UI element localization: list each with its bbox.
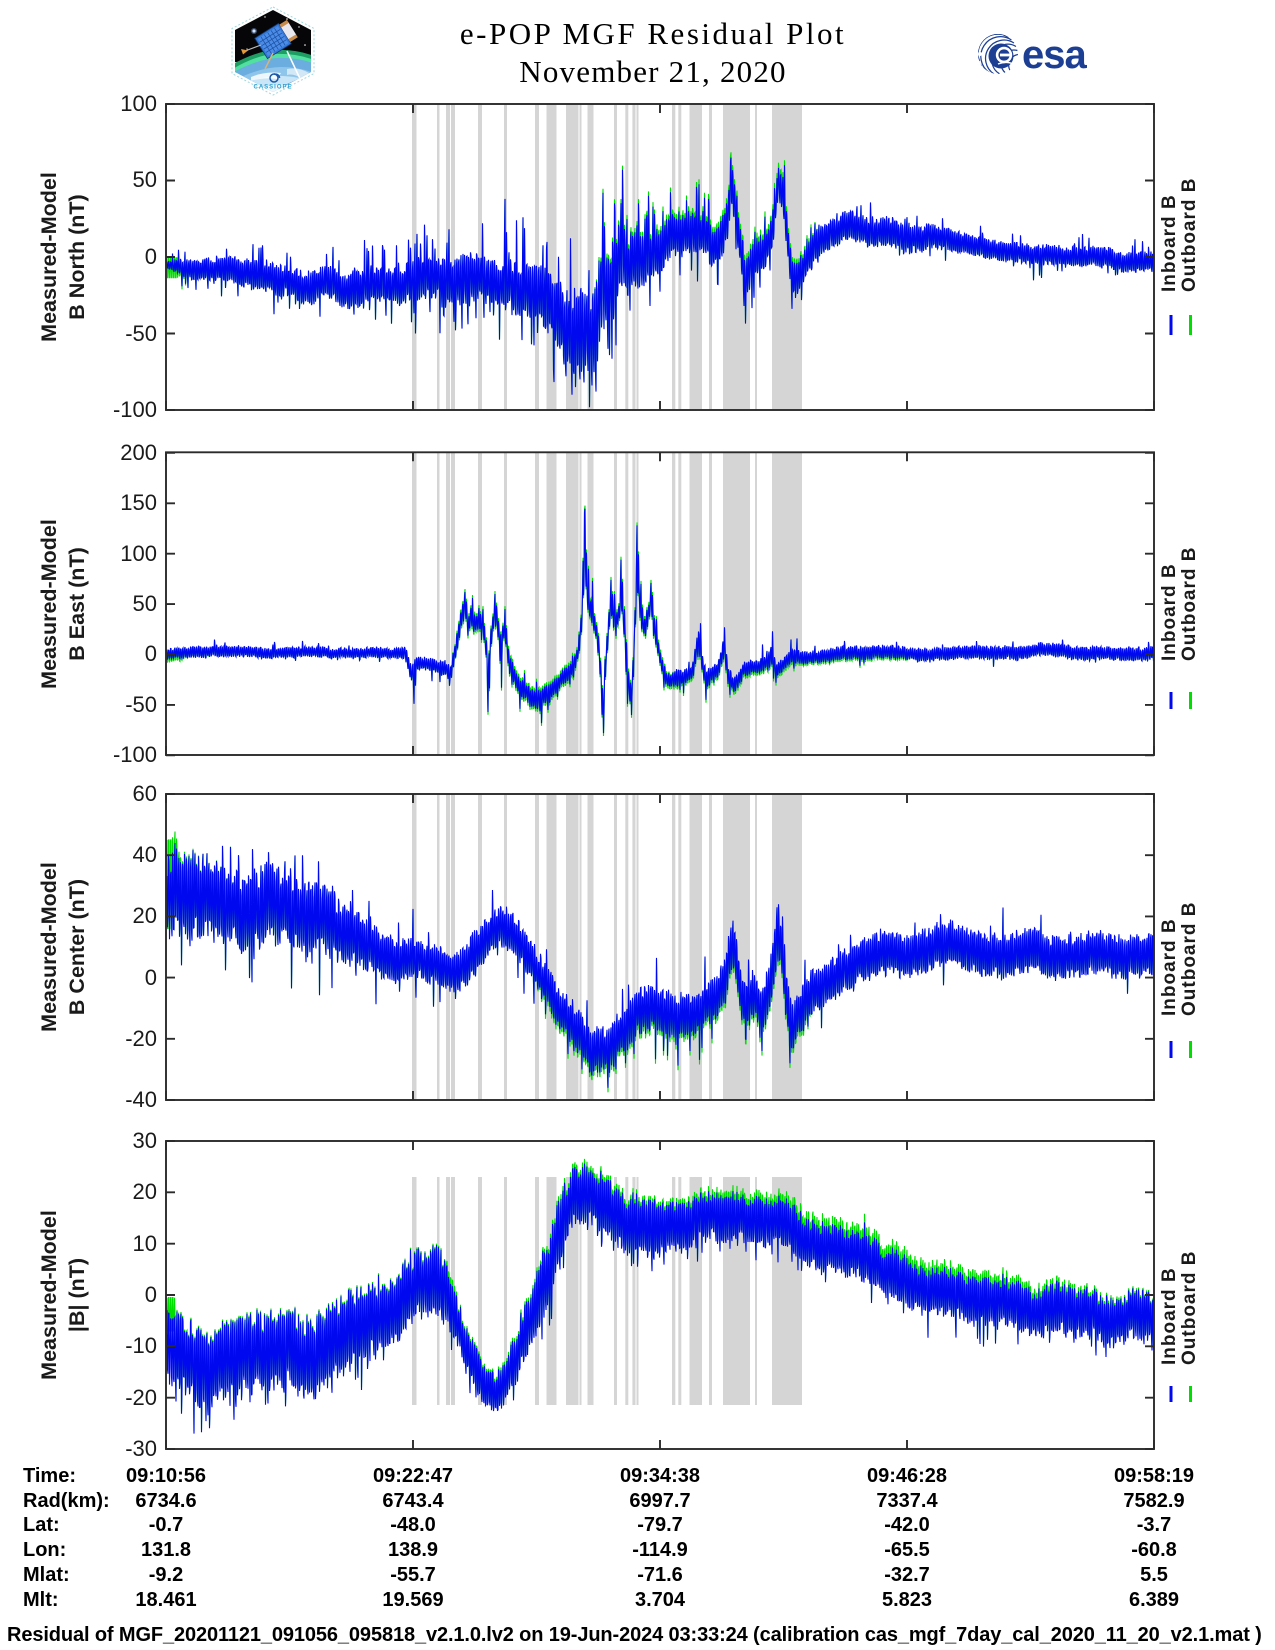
- svg-text:esa: esa: [1022, 33, 1087, 77]
- svg-text:CASSIOPE: CASSIOPE: [253, 85, 292, 91]
